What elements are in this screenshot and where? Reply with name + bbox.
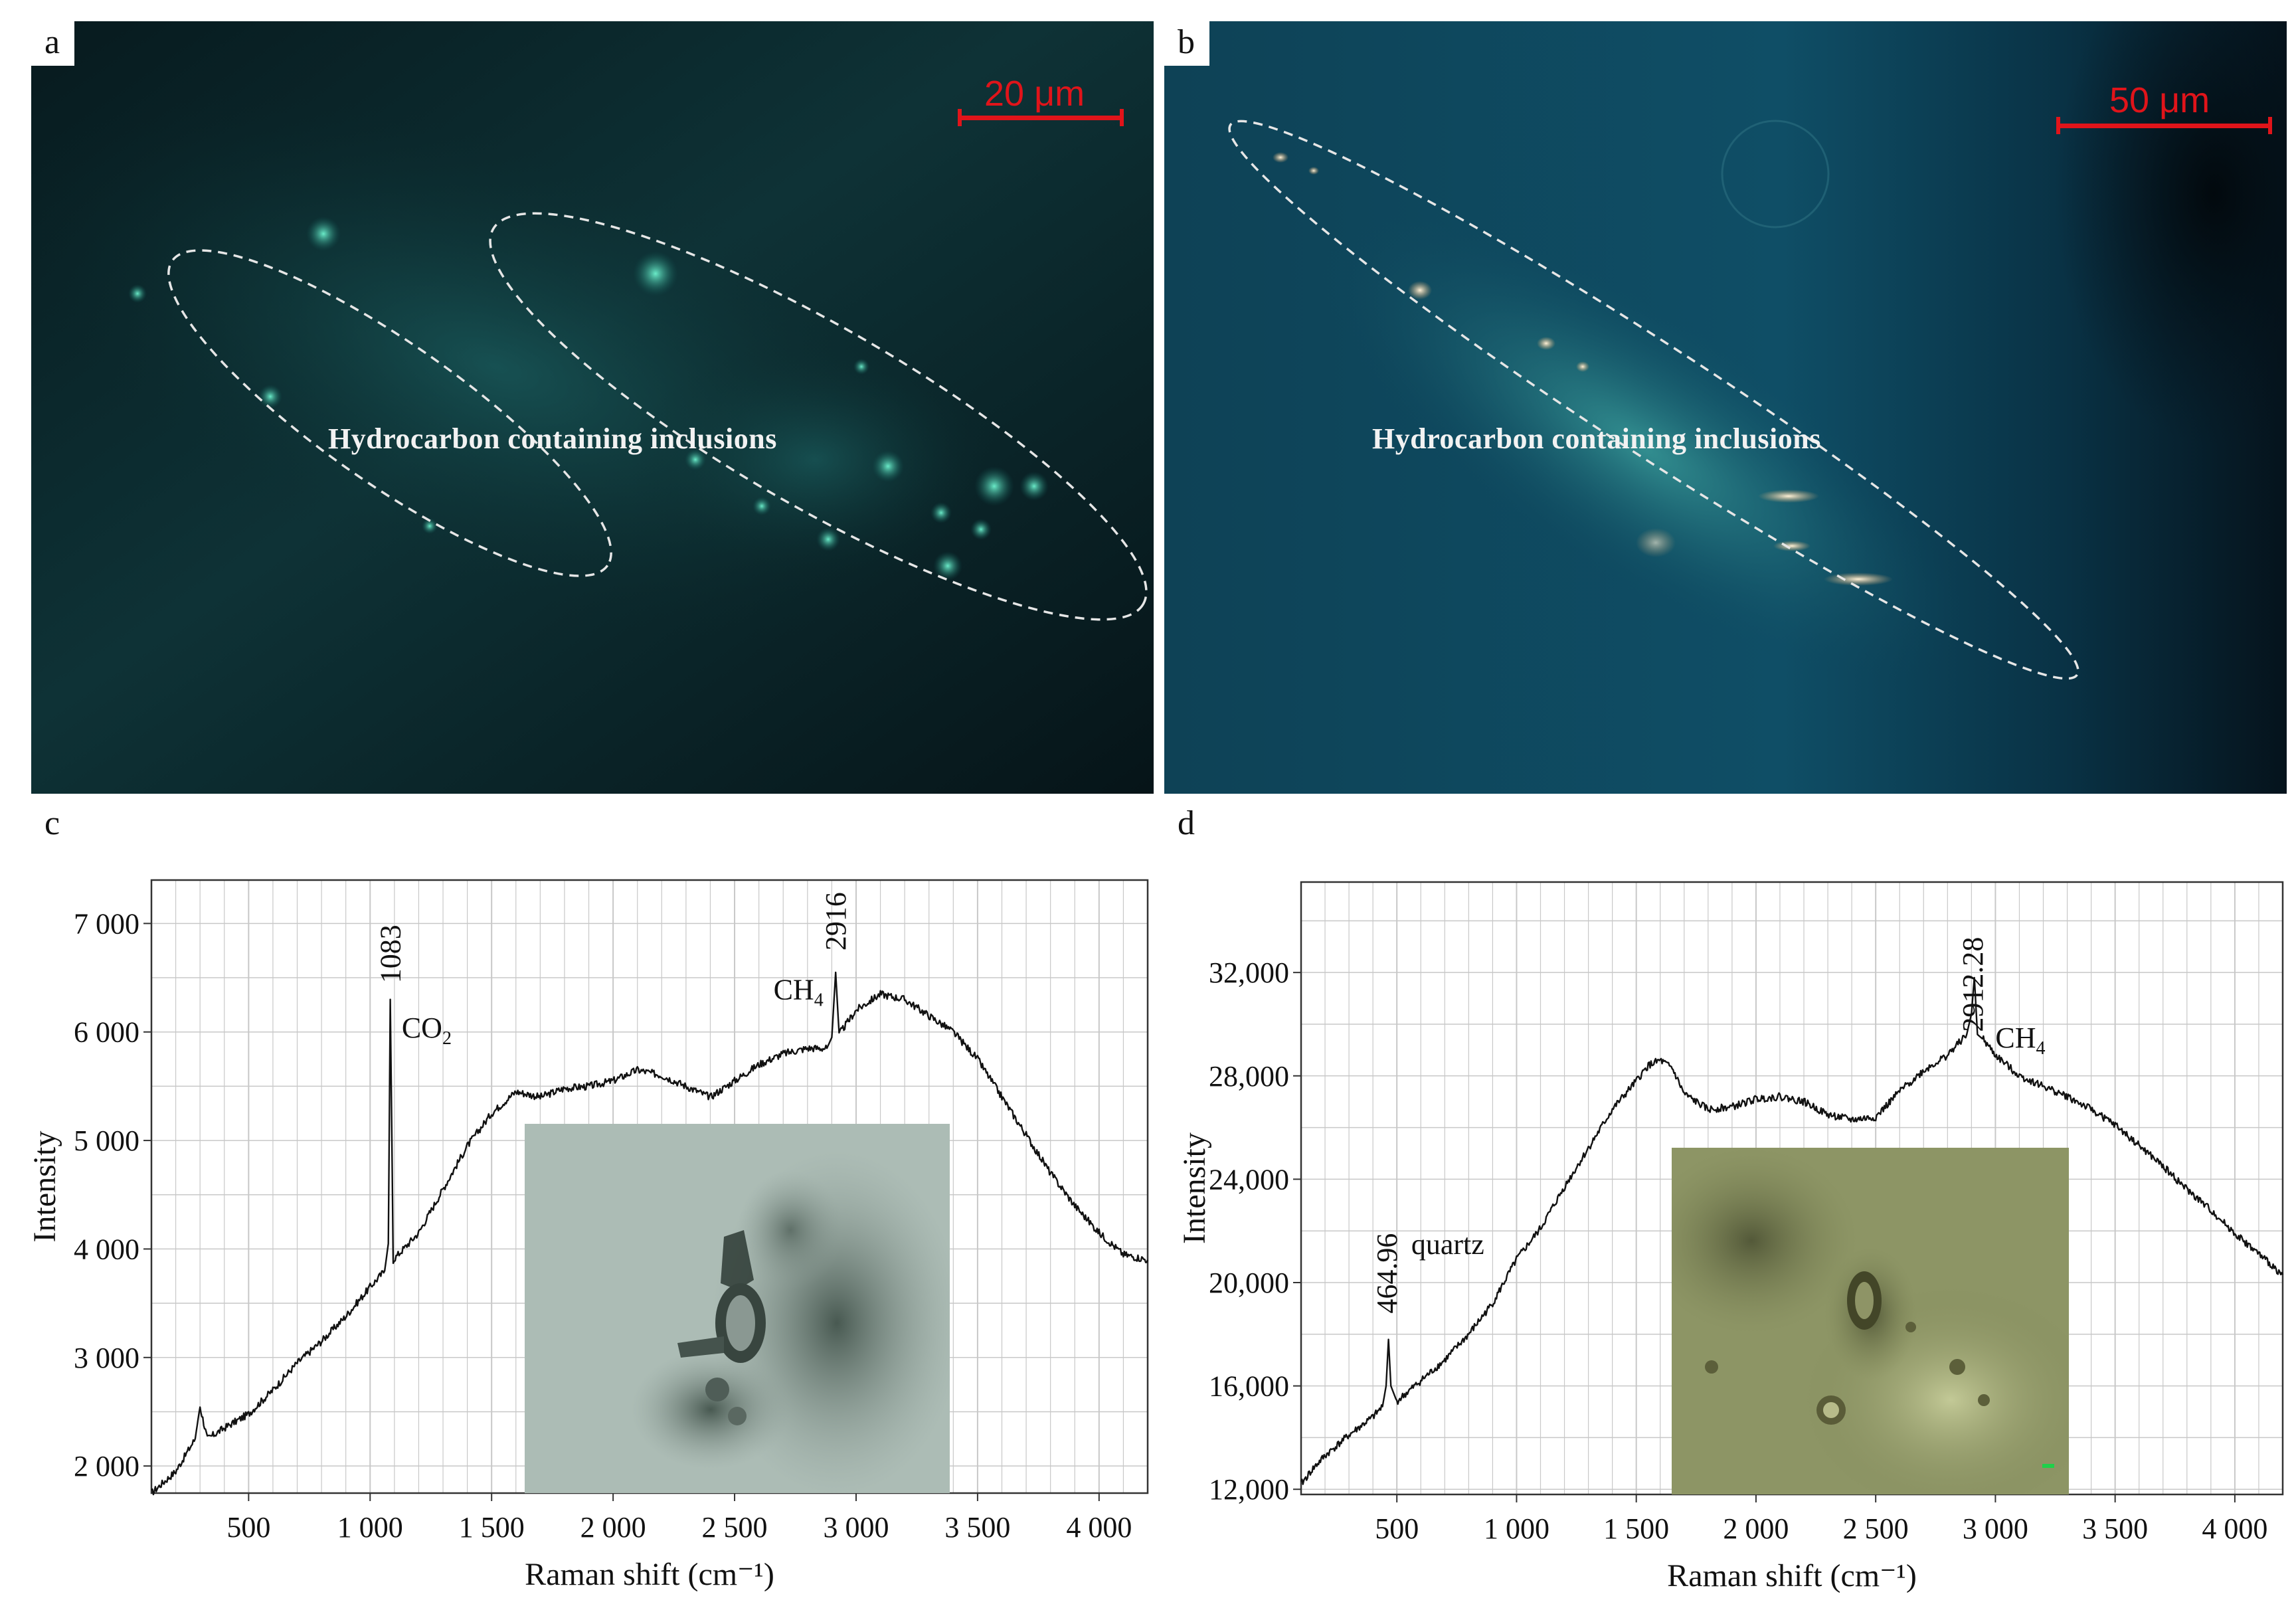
x-tick-label: 3 000 (823, 1511, 889, 1544)
micrograph-b: b 50 μm Hydrocarbon containing inclusion… (1164, 21, 2287, 794)
inset-photo-d (1672, 1148, 2069, 1494)
y-tick-label: 24,000 (1209, 1163, 1289, 1196)
panel-b-label: b (1164, 21, 1209, 66)
y-tick-label: 6 000 (74, 1016, 139, 1049)
spectrum-line (151, 971, 1149, 1496)
x-tick-label: 2 500 (1843, 1512, 1909, 1545)
spectrum-line (1300, 976, 2284, 1485)
scale-bar-a: 20 μm (958, 73, 1130, 126)
y-tick-label: 28,000 (1209, 1060, 1289, 1093)
y-axis-label: Intensity (1177, 1132, 1212, 1244)
x-tick-label: 3 500 (944, 1511, 1010, 1544)
panel-d-label: d (1178, 804, 1195, 842)
x-axis-label: Raman shift (cm⁻¹) (1667, 1558, 1917, 1593)
inset-photo-c-image (525, 1124, 950, 1493)
raman-chart-c: 500 1 000 1 500 2 000 2 500 3 000 3 500 4 000 2 … (0, 830, 1156, 1616)
species-label-subscript: 4 (2036, 1038, 2046, 1059)
x-tick-label: 4 000 (1066, 1511, 1132, 1544)
x-tick-label: 1 000 (1484, 1512, 1549, 1545)
panel-c-label: c (44, 804, 60, 842)
x-tick-label: 3 000 (1963, 1512, 2028, 1545)
y-tick-label: 4 000 (74, 1233, 139, 1265)
micrograph-a: a 20 μm Hydrocarbon containing inclusion… (31, 21, 1154, 794)
scale-bar-a-text: 20 μm (984, 74, 1085, 114)
peak-label: 2912.28 (1957, 937, 1989, 1032)
species-label: CO2 (402, 1012, 452, 1049)
raman-chart-c-svg: 500 1 000 1 500 2 000 2 500 3 000 3 500 4 000 2 … (27, 879, 1149, 1592)
peak-label: 2916 (820, 892, 852, 950)
x-tick-label: 4 000 (2202, 1512, 2267, 1545)
y-tick-label: 2 000 (74, 1450, 139, 1482)
scale-bar-a-tick-right (1120, 109, 1124, 126)
scale-bar-b-line (2056, 124, 2272, 128)
peak-label: 1083 (375, 925, 407, 983)
scale-bar-b-tick-right (2268, 117, 2272, 134)
x-tick-label: 2 500 (702, 1511, 768, 1544)
micrograph-b-image (1164, 21, 2287, 794)
x-tick-label: 500 (226, 1511, 270, 1544)
panel-a-label: a (31, 21, 75, 66)
scale-bar-b-text: 50 μm (2109, 80, 2210, 120)
micrograph-a-caption: Hydrocarbon containing inclusions (328, 422, 777, 455)
y-tick-label: 20,000 (1209, 1267, 1289, 1299)
species-label-subscript: 4 (814, 990, 824, 1011)
micrograph-b-caption: Hydrocarbon containing inclusions (1372, 422, 1821, 455)
species-label: quartz (1411, 1228, 1484, 1261)
species-label: CH4 (774, 974, 824, 1011)
inset-photo-d-image (1672, 1148, 2069, 1494)
species-label-subscript: 2 (442, 1028, 452, 1049)
plot-frame (150, 879, 1149, 1494)
x-tick-label: 2 000 (1723, 1512, 1789, 1545)
x-tick-label: 1 500 (459, 1511, 525, 1544)
y-tick-label: 7 000 (74, 907, 139, 940)
peak-label: 464.96 (1371, 1233, 1403, 1314)
plot-frame (1300, 881, 2284, 1496)
x-axis-label: Raman shift (cm⁻¹) (525, 1557, 774, 1592)
y-tick-label: 5 000 (74, 1124, 139, 1157)
y-tick-label: 16,000 (1209, 1370, 1289, 1403)
y-tick-label: 3 000 (74, 1342, 139, 1374)
scale-bar-a-tick-left (958, 109, 962, 126)
x-tick-label: 3 500 (2082, 1512, 2148, 1545)
inset-photo-c (525, 1124, 950, 1493)
raman-chart-d: 500 1 000 1 500 2 000 2 500 3 000 3 500 4 000 12… (1142, 830, 2296, 1616)
x-tick-label: 500 (1375, 1512, 1419, 1545)
scale-bar-a-line (958, 116, 1124, 120)
micrograph-a-image (31, 21, 1154, 794)
x-tick-label: 2 000 (580, 1511, 646, 1544)
y-tick-label: 32,000 (1209, 956, 1289, 989)
scale-bar-b: 50 μm (2056, 80, 2275, 134)
y-tick-label: 12,000 (1209, 1473, 1289, 1506)
y-axis-label: Intensity (27, 1131, 62, 1243)
x-tick-label: 1 500 (1603, 1512, 1669, 1545)
species-label: CH4 (1995, 1022, 2045, 1059)
x-tick-label: 1 000 (337, 1511, 403, 1544)
scale-bar-b-tick-left (2056, 117, 2060, 134)
